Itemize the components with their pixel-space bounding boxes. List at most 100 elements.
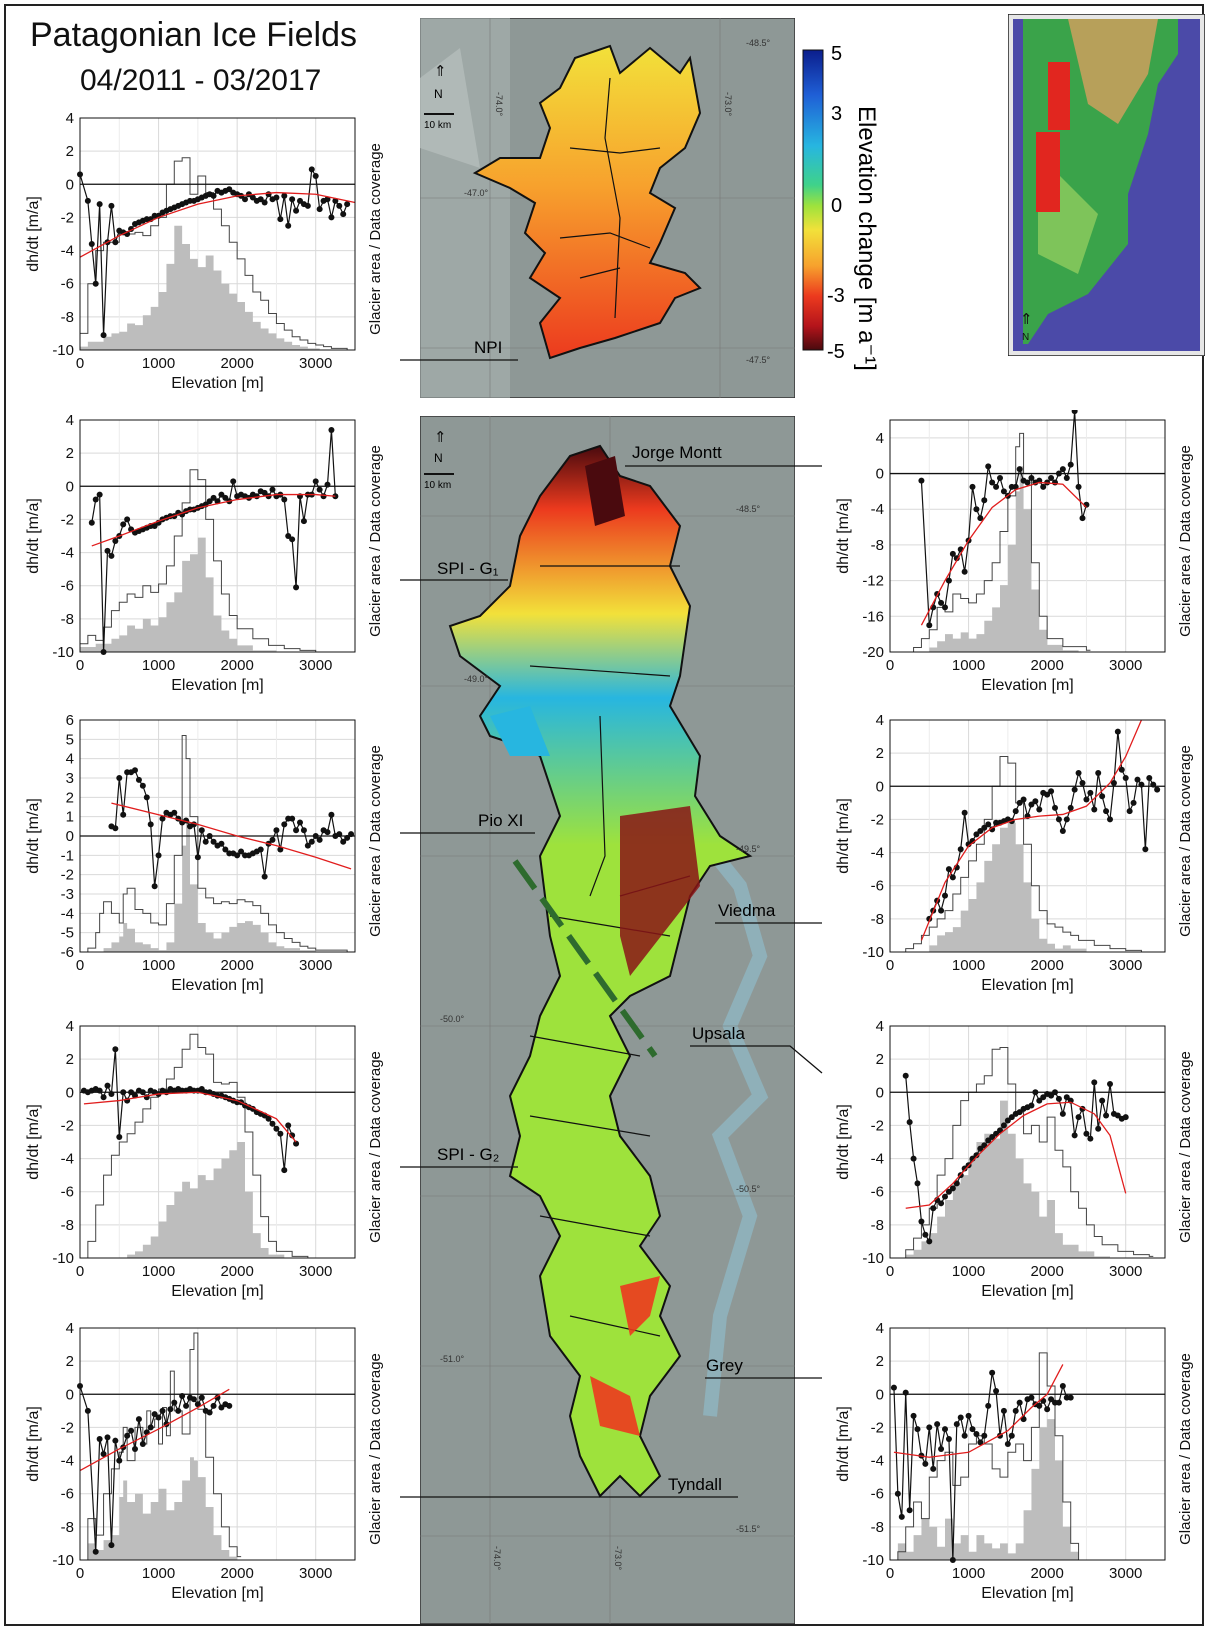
dhdt-point	[143, 794, 150, 801]
dhdt-point	[273, 827, 280, 834]
dhdt-point	[945, 577, 952, 584]
dhdt-point	[1032, 1089, 1039, 1096]
fit-curve	[91, 493, 336, 547]
dhdt-point	[238, 848, 245, 855]
dhdt-point	[328, 811, 335, 818]
dhdt-point	[222, 494, 229, 501]
x-axis-label: Elevation [m]	[171, 375, 263, 392]
dhdt-point	[340, 838, 347, 845]
y-tick-label: 0	[66, 828, 74, 845]
dhdt-point	[926, 1424, 933, 1431]
npi-coord: -47.5°	[746, 355, 771, 365]
dhdt-point	[918, 477, 925, 484]
dhdt-point	[910, 1412, 917, 1419]
glacier-area-histogram	[890, 466, 1083, 652]
x-axis-label: Elevation [m]	[981, 677, 1073, 694]
dhdt-point	[269, 836, 276, 843]
dhdt-point	[965, 841, 972, 848]
dhdt-point	[104, 547, 111, 554]
fit-curve	[905, 1101, 1127, 1209]
y-axis-label: dh/dt [m/a]	[25, 798, 42, 874]
dhdt-point	[1016, 466, 1023, 473]
plot-frame	[889, 419, 1166, 653]
npi-scale-label: 10 km	[424, 120, 451, 131]
chart-jorge-montt: 0 1000 2000 3000 4 0 -4 -8 -12 -16 -20 Elevation [m…	[835, 410, 1194, 694]
y-tick-label: -10	[52, 342, 74, 359]
dhdt-point	[1012, 808, 1019, 815]
dhdt-point	[914, 1426, 921, 1433]
dhdt-point	[1130, 799, 1137, 806]
colorbar: 5 3 0 -3 -5 Elevation change [m a⁻¹]	[802, 43, 880, 371]
dhdt-point	[104, 1434, 111, 1441]
dhdt-point	[344, 201, 351, 208]
dhdt-point	[214, 1394, 221, 1401]
dhdt-point	[973, 1152, 980, 1159]
x-tick-label: 2000	[220, 657, 253, 674]
y-tick-label: -2	[61, 867, 74, 884]
dhdt-point	[961, 809, 968, 816]
y-axis-label: dh/dt [m/a]	[835, 798, 852, 874]
chart-upsala: 0 1000 2000 3000 4 2 0 -2 -4 -6 -8 -10 Elevation [m]…	[835, 1018, 1194, 1300]
x-tick-label: 1000	[142, 1565, 175, 1582]
dhdt-point	[344, 834, 351, 841]
dhdt-point	[312, 833, 319, 839]
dhdt-point	[190, 1396, 197, 1403]
data-coverage-line	[890, 432, 1091, 653]
dhdt-point	[198, 827, 205, 834]
dhdt-point	[1028, 801, 1035, 808]
y-tick-label: -1	[61, 847, 74, 864]
dhdt-point	[316, 836, 323, 843]
y-tick-label: -4	[61, 243, 74, 260]
dhdt-point	[1036, 1097, 1043, 1104]
dhdt-point	[918, 1218, 925, 1225]
dhdt-point	[1107, 816, 1113, 823]
y-tick-label: -2	[871, 1419, 884, 1436]
spi-coord: -48.5°	[736, 504, 761, 514]
spi-coord: -51.0°	[440, 1354, 465, 1364]
dhdt-point	[100, 332, 107, 339]
dhdt-point	[261, 873, 268, 880]
dhdt-point	[1114, 1112, 1121, 1119]
y-axis-label: dh/dt [m/a]	[835, 498, 852, 574]
page-title: Patagonian Ice Fields	[30, 16, 357, 54]
x-axis-label: Elevation [m]	[171, 1283, 263, 1300]
data-coverage-line	[80, 1033, 312, 1259]
dhdt-point	[265, 1115, 272, 1122]
dhdt-point	[151, 883, 158, 890]
dhdt-point	[965, 1412, 972, 1419]
glacier-area-histogram	[890, 822, 1091, 952]
dhdt-point	[1091, 1079, 1098, 1086]
dhdt-point	[1004, 1441, 1011, 1447]
dhdt-point	[139, 1441, 146, 1447]
chart-grey: 0 1000 2000 3000 4 2 0 -2 -4 -6 -8 -10 Elevation [m]…	[835, 1320, 1194, 1602]
dhdt-point	[938, 599, 945, 606]
dhdt-point	[1122, 1114, 1129, 1121]
dhdt-point	[1087, 789, 1094, 796]
glacier-area-histogram	[80, 537, 281, 652]
dhdt-point	[1055, 1399, 1062, 1406]
dhdt-point	[183, 1402, 190, 1409]
fit-curve	[111, 802, 352, 870]
dhdt-point	[194, 1401, 201, 1408]
chart-tyndall: 0 1000 2000 3000 4 2 0 -2 -4 -6 -8 -10 Elevation [m]…	[25, 1320, 384, 1602]
y-tick-label: 2	[66, 789, 74, 806]
tyndall-label: Tyndall	[668, 1475, 722, 1494]
dhdt-point	[1059, 828, 1066, 835]
fit-curve	[920, 719, 1143, 941]
dhdt-point	[906, 1507, 913, 1514]
dhdt-point	[316, 206, 323, 213]
dhdt-point	[1071, 410, 1078, 415]
glacier-area-histogram	[80, 1457, 242, 1560]
x-axis-label: Elevation [m]	[171, 1585, 263, 1602]
dhdt-point	[938, 907, 945, 914]
data-coverage-line	[80, 734, 352, 953]
dhdt-point	[1095, 770, 1102, 777]
dhdt-point	[1067, 461, 1074, 468]
dhdt-point	[1095, 1125, 1102, 1132]
y-tick-label: -10	[52, 1552, 74, 1569]
npi-coord: -74.0°	[494, 92, 504, 117]
y-tick-label: 0	[876, 1084, 884, 1101]
x-tick-label: 0	[76, 355, 84, 372]
y-tick-label: 4	[66, 751, 74, 768]
dhdt-point	[1110, 779, 1117, 786]
